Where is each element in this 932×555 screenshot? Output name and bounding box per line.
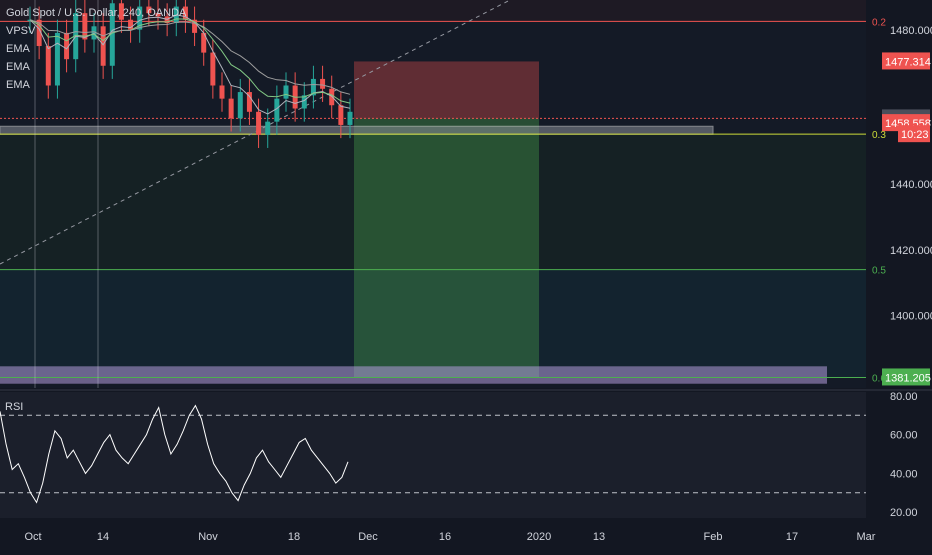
- rsi-title: RSI: [5, 401, 23, 413]
- time-tick-label: 2020: [527, 531, 551, 543]
- rsi-tick-label: 80.00: [890, 391, 918, 403]
- fib-label-3: 0.6: [872, 373, 886, 384]
- candle-body: [36, 19, 42, 47]
- fib-label-1: 0.3: [872, 130, 886, 141]
- stop-loss-zone[interactable]: [354, 61, 539, 119]
- candle-body: [283, 85, 289, 99]
- indicator-ema-2[interactable]: EMA: [6, 61, 30, 73]
- rsi-tick-label: 60.00: [890, 430, 918, 442]
- candle-body: [237, 92, 243, 119]
- price-tick-label: 1400.000: [890, 311, 932, 323]
- fib-band-top: [0, 0, 866, 22]
- indicator-ema-1[interactable]: EMA: [6, 43, 30, 55]
- time-tick-label: Dec: [358, 531, 378, 543]
- time-tick-label: 18: [288, 531, 300, 543]
- time-tick-label: Mar: [857, 531, 876, 543]
- rsi-panel-bg: [0, 392, 866, 518]
- time-tick-label: 13: [593, 531, 605, 543]
- rsi-tick-label: 40.00: [890, 468, 918, 480]
- rsi-panel[interactable]: RSI: [0, 392, 866, 518]
- fib-band-upper: [0, 134, 866, 270]
- candle-body: [347, 111, 353, 125]
- take-profit-zone[interactable]: [354, 118, 539, 378]
- price-axis[interactable]: 1400.000 1420.000 1440.000 1480.000 1477.314…: [882, 25, 932, 519]
- candle-body: [182, 6, 188, 20]
- price-tag-bg-4: [882, 368, 930, 386]
- fib-band-lower: [0, 269, 866, 378]
- candle-body: [100, 26, 106, 66]
- candle-body: [228, 98, 234, 119]
- chart-legend: Gold Spot / U.S. Dollar, 240, OANDA VPSV…: [6, 4, 186, 94]
- candle-body: [210, 52, 216, 86]
- price-tag-3: 10:23: [901, 129, 929, 141]
- candle-body: [64, 32, 70, 60]
- candle-body: [192, 19, 198, 33]
- candle-body: [118, 3, 124, 20]
- indicator-ema-3[interactable]: EMA: [6, 79, 30, 91]
- price-tick-partial: 1480.000: [890, 25, 932, 37]
- symbol-title[interactable]: Gold Spot / U.S. Dollar, 240, OANDA: [6, 7, 187, 19]
- fib-label-0: 0.2: [872, 17, 886, 28]
- candle-body: [137, 6, 143, 30]
- candle-body: [320, 78, 326, 89]
- indicator-vpsv[interactable]: VPSV: [6, 25, 36, 37]
- candle-body: [201, 32, 207, 53]
- fib-label-2: 0.5: [872, 266, 886, 277]
- candle-body: [91, 26, 97, 40]
- candle-body: [155, 13, 161, 17]
- ema-line-1: [29, 14, 351, 115]
- price-tag-4: 1381.205: [885, 372, 931, 384]
- ema-line-2: [29, 18, 351, 104]
- time-tick-label: Nov: [198, 531, 218, 543]
- candle-body: [45, 46, 51, 86]
- price-tag-0: 1477.314: [885, 56, 931, 68]
- time-tick-label: 16: [439, 531, 451, 543]
- time-tick-label: 17: [786, 531, 798, 543]
- price-tag-bg-3: [898, 125, 930, 143]
- time-axis-bg: [0, 520, 932, 550]
- candle-body: [310, 78, 316, 96]
- rsi-tick-label: 20.00: [890, 507, 918, 519]
- candle-body: [338, 105, 344, 125]
- price-tag-bg-0: [882, 52, 930, 70]
- candle-body: [219, 85, 225, 99]
- candle-body: [128, 19, 134, 30]
- main-price-panel[interactable]: 0.2 0.3 0.5 0.6: [0, 0, 932, 391]
- candle-body: [301, 95, 307, 109]
- price-tick-label: 1420.000: [890, 245, 932, 257]
- price-tick-label: 1440.000: [890, 179, 932, 191]
- candle-body: [146, 6, 152, 14]
- time-tick-label: Feb: [704, 531, 723, 543]
- candle-body: [27, 19, 33, 22]
- time-tick-label: 14: [97, 531, 109, 543]
- candle-body: [274, 98, 280, 122]
- candle-body: [265, 121, 271, 135]
- candle-body: [256, 111, 262, 135]
- candle-body: [82, 13, 88, 40]
- resistance-box[interactable]: [0, 125, 714, 135]
- support-box[interactable]: [0, 366, 827, 384]
- candle-body: [246, 92, 252, 112]
- time-axis[interactable]: Oct 14 Nov 18 Dec 16 2020 13 Feb 17 Mar: [0, 520, 932, 550]
- candle-body: [54, 32, 60, 86]
- rsi-line[interactable]: [0, 404, 349, 504]
- ema-line-3: [29, 19, 351, 95]
- time-tick-label: Oct: [24, 531, 41, 543]
- candle-body: [109, 3, 115, 66]
